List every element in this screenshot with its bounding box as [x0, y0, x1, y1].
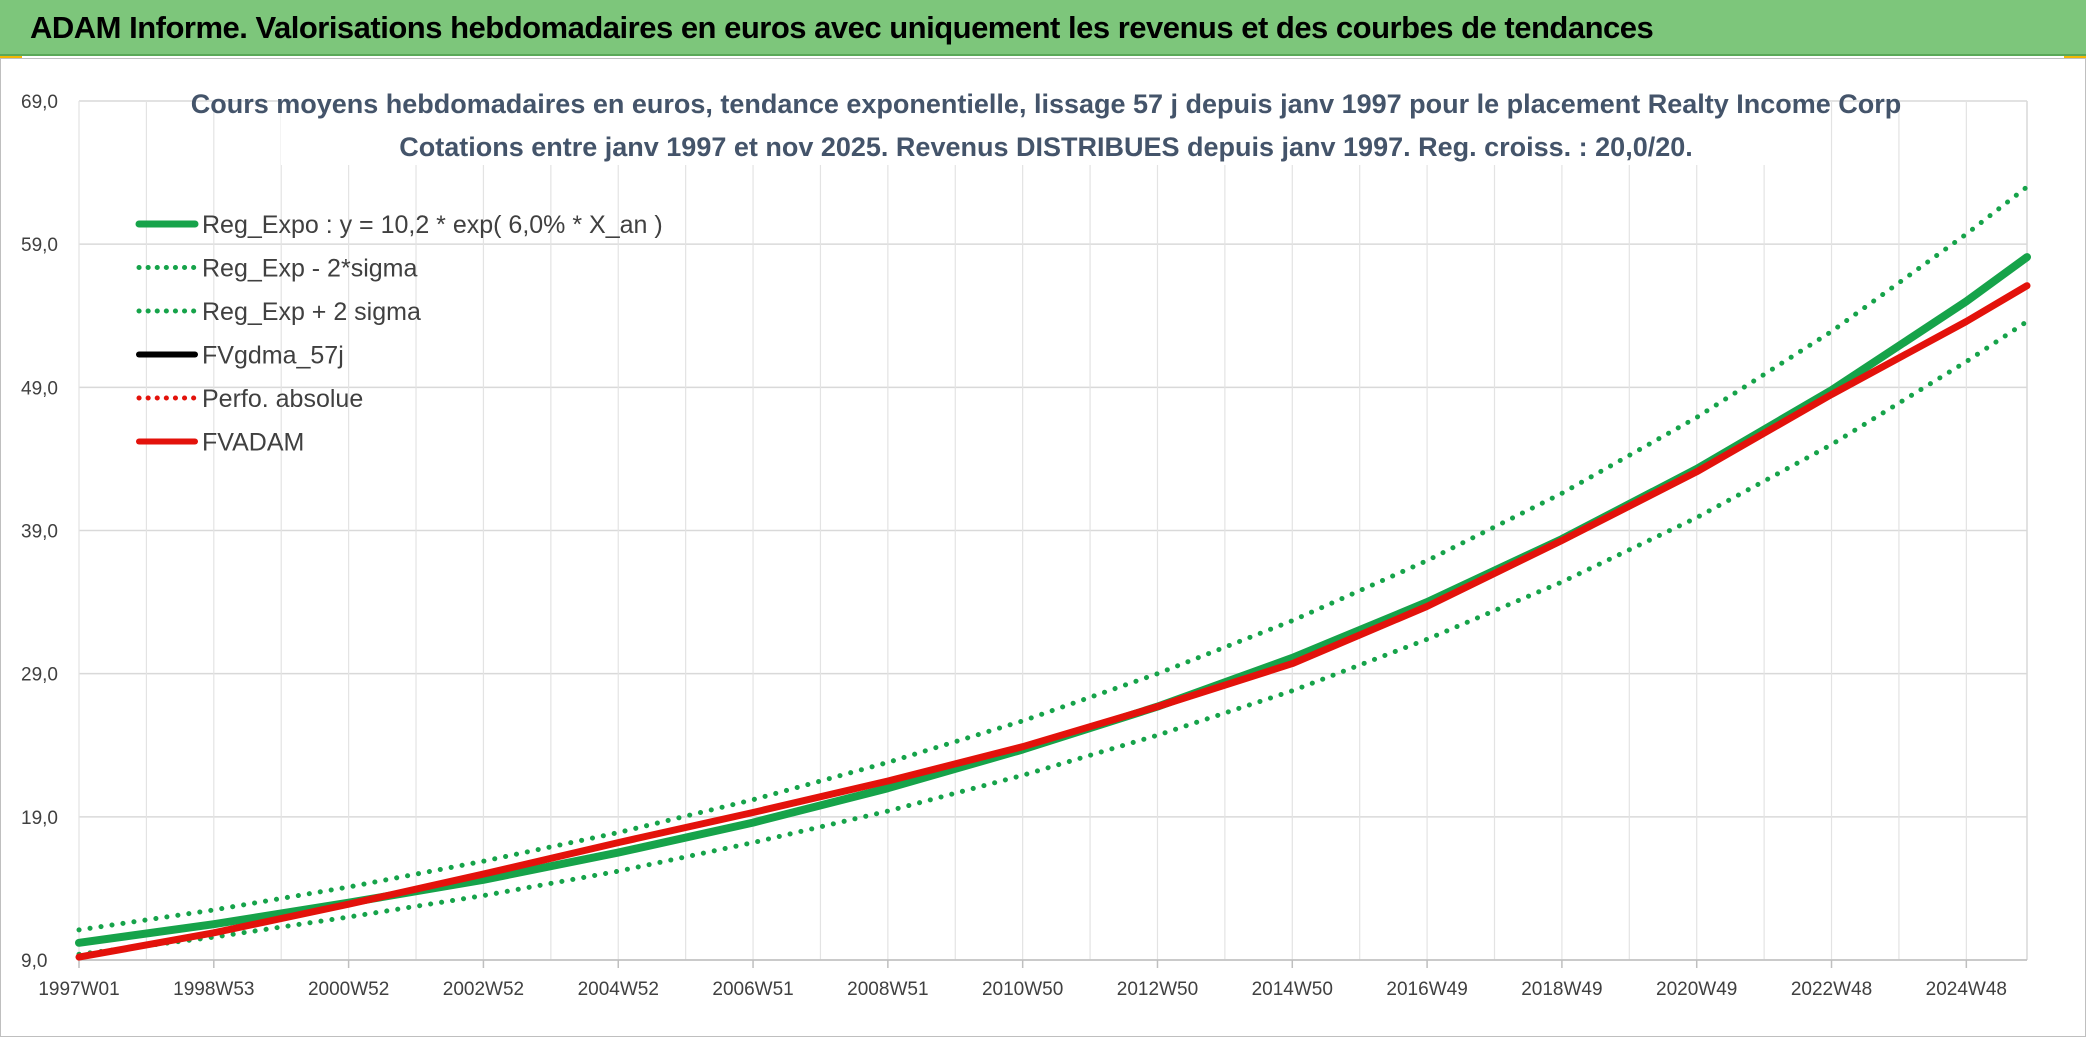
x-tick-label: 2012W50: [1117, 979, 1198, 1000]
legend-label: FVgdma_57j: [202, 342, 344, 370]
chart-legend: Reg_Expo : y = 10,2 * exp( 6,0% * X_an )…: [135, 211, 663, 457]
chart-title-line-1: Cours moyens hebdomadaires en euros, ten…: [191, 89, 1902, 119]
x-tick-label: 2018W49: [1521, 979, 1602, 1000]
series-line-reg_expo: [75, 253, 2031, 947]
x-tick-label: 1998W53: [173, 979, 254, 1000]
chart-grid: [78, 100, 2028, 961]
x-tick-label: 1997W01: [38, 979, 119, 1000]
legend-label: Reg_Exp + 2 sigma: [202, 298, 421, 326]
y-tick-label: 19,0: [21, 808, 58, 829]
x-tick-label: 2000W52: [308, 979, 389, 1000]
x-tick-label: 2008W51: [847, 979, 928, 1000]
x-axis: 1997W01 1998W53 2000W52 2002W52 2004W52 2006W…: [38, 959, 2027, 1000]
legend-label: Perfo. absolue: [202, 385, 363, 413]
y-tick-label: 29,0: [21, 665, 58, 686]
series-line-perfo: [76, 283, 2030, 960]
x-tick-label: 2016W49: [1386, 979, 1467, 1000]
x-tick-label: 2020W49: [1656, 979, 1737, 1000]
x-tick-label: 2006W51: [712, 979, 793, 1000]
legend-label: Reg_Expo : y = 10,2 * exp( 6,0% * X_an ): [202, 211, 663, 239]
line-chart: 9,0 19,0 29,0 39,0 49,0 59,0 69,0 1997W01 1998W…: [21, 89, 2031, 1000]
report-banner: ADAM Informe. Valorisations hebdomadaire…: [0, 0, 2086, 56]
chart-frame: 9,0 19,0 29,0 39,0 49,0 59,0 69,0 1997W01 1998W…: [0, 58, 2086, 1037]
x-tick-label: 2024W48: [1926, 979, 2007, 1000]
y-tick-label: 39,0: [21, 522, 58, 543]
legend-label: FVADAM: [202, 429, 304, 457]
x-tick-label: 2002W52: [443, 979, 524, 1000]
series-line-reg_exp: [76, 184, 2030, 933]
title-background: [281, 91, 1781, 165]
x-tick-label: 2010W50: [982, 979, 1063, 1000]
chart-title-line-2: Cotations entre janv 1997 et nov 2025. R…: [399, 132, 1693, 162]
plot-area: [75, 184, 2031, 961]
report-title: ADAM Informe. Valorisations hebdomadaire…: [30, 10, 1654, 45]
y-axis: 9,0 19,0 29,0 39,0 49,0 59,0 69,0: [21, 92, 58, 972]
y-tick-label: 69,0: [21, 92, 58, 113]
x-tick-label: 2004W52: [578, 979, 659, 1000]
y-tick-label: 9,0: [21, 951, 47, 972]
legend-label: Reg_Exp - 2*sigma: [202, 255, 417, 283]
y-tick-label: 59,0: [21, 235, 58, 256]
series-line-reg_exp: [76, 319, 2030, 957]
x-tick-label: 2014W50: [1252, 979, 1333, 1000]
series-line-fvadam: [75, 282, 2031, 961]
y-tick-label: 49,0: [21, 378, 58, 399]
x-tick-label: 2022W48: [1791, 979, 1872, 1000]
